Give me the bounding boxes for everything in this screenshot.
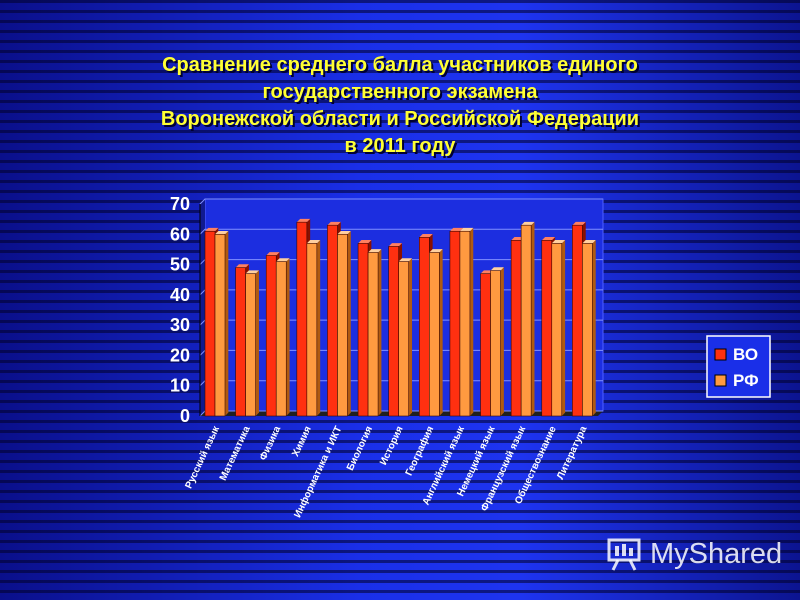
x-tick-label: Математика [218,424,253,482]
bar [204,230,216,417]
bar-side [316,240,321,416]
legend-swatch [714,374,727,387]
bar-top [245,270,259,274]
bar-top [521,221,535,226]
bar-side [592,240,596,416]
watermark-logo: MyShared [606,536,782,572]
title-line: Воронежской области и Российской Федерац… [160,108,640,130]
gridline [199,198,603,205]
plot-left-wall [200,199,205,416]
bar [551,243,563,417]
bar-top [582,240,596,244]
bar [572,224,583,417]
bar-top [306,240,321,244]
x-tick-label: Биология [345,424,375,472]
bar-top [541,237,556,241]
bar-top [276,258,290,262]
bar [388,246,399,417]
y-tick-label: 50 [170,255,190,275]
bar [480,273,491,417]
bar [367,252,379,417]
bar [245,273,256,417]
y-tick-label: 70 [170,194,190,214]
title-line: в 2011 году [344,135,456,157]
legend-label: РФ [733,371,759,390]
bar [449,230,461,417]
legend-box [706,335,771,398]
bar-side [347,230,351,416]
bar-side [225,230,229,416]
bar-top [449,227,464,232]
y-tick-label: 0 [180,406,190,426]
bar-top [429,249,443,253]
y-tick-label: 30 [170,315,190,335]
bar-top [459,227,474,232]
bar [337,233,348,417]
bar [296,221,308,417]
bar [541,240,553,417]
legend-label: ВО [733,345,758,364]
legend-swatch [714,348,727,361]
bar-top [551,240,566,244]
bar-top [419,233,433,238]
bar-top [205,227,219,232]
y-tick-label: 20 [170,345,190,365]
title-line: государственного экзамена [262,81,538,103]
bar [275,261,287,417]
bar [510,240,522,417]
bar-top [368,249,382,253]
bar-top [266,252,280,256]
bar-side [439,249,443,416]
bar [582,243,593,417]
bar-top [490,267,504,271]
presentation-board-icon [607,538,641,571]
bar [214,233,226,417]
x-tick-label: Литература [555,424,589,481]
bar [357,243,369,417]
bar [429,252,440,417]
x-tick-label: Химия [290,424,314,458]
bar-top [215,230,229,235]
x-tick-label: Русский язык [184,424,223,491]
bar [419,237,430,417]
bar-side [286,258,290,416]
bar-top [337,230,351,235]
x-tick-label: Физика [258,424,284,462]
bar [490,270,501,417]
bar-side [531,221,535,416]
bar [398,261,409,417]
bar-top [327,221,341,226]
bar-side [255,270,259,416]
bar [327,224,338,417]
x-tick-label: История [378,424,406,467]
bar-top [296,218,311,223]
x-tick-label: География [403,424,437,478]
bar [265,255,277,417]
bar-top [398,258,413,262]
bar [459,230,471,417]
bar-side [561,240,566,416]
bar-side [500,267,504,416]
chart-title: Сравнение среднего балла участников един… [100,52,700,160]
y-tick-label: 10 [170,376,190,396]
bar [235,267,246,417]
bar-top [572,221,586,226]
bar-side [378,249,382,416]
y-tick-label: 40 [170,285,190,305]
bar-side [408,258,413,416]
watermark-text: MyShared [650,537,783,570]
bar [520,224,532,417]
bar-side [469,227,474,416]
bar-top [388,243,403,247]
y-tick-label: 60 [170,224,190,244]
bar-top [358,240,372,244]
bar-top [235,264,249,268]
bar [306,243,318,417]
title-line: Сравнение среднего балла участников един… [162,54,638,76]
